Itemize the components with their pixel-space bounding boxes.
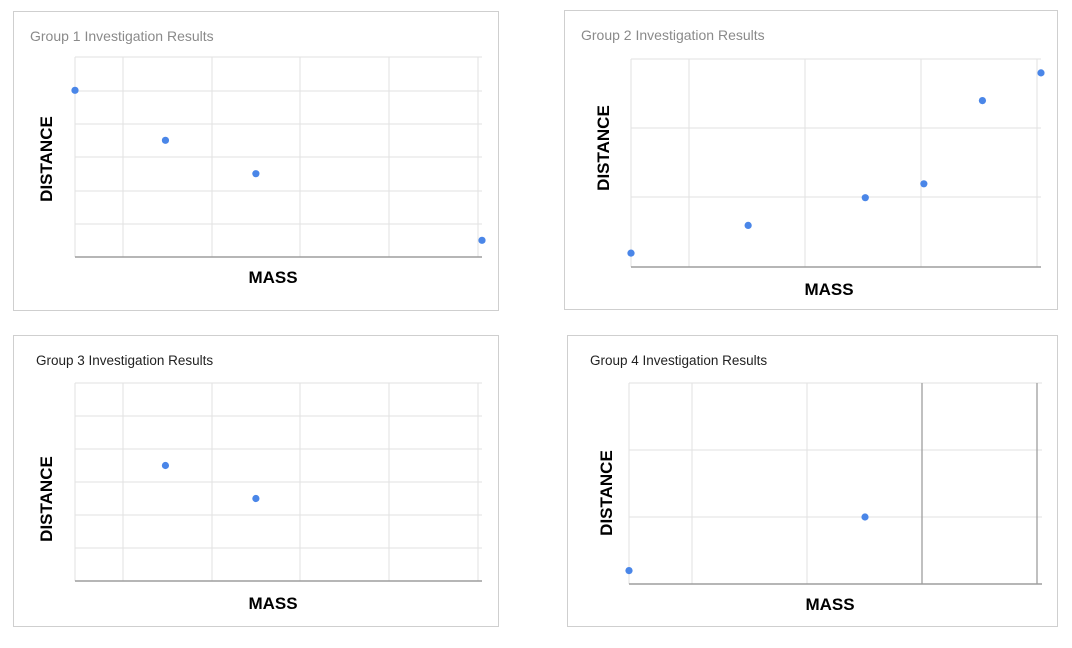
chart-title: Group 4 Investigation Results: [590, 353, 768, 368]
data-point: [161, 136, 170, 144]
data-point: [861, 513, 869, 521]
data-point: [478, 236, 486, 244]
y-axis-label: DISTANCE: [597, 450, 616, 536]
chart-group-3: Group 3 Investigation Results MASS DISTAN…: [13, 335, 499, 627]
data-point: [252, 170, 260, 178]
chart-group-1: Group 1 Investigation Results MASS DISTAN…: [13, 11, 499, 311]
chart-plot-area: MASS DISTANCE: [594, 58, 1045, 299]
y-axis-label: DISTANCE: [37, 456, 56, 542]
y-axis-label: DISTANCE: [594, 105, 613, 191]
data-point: [252, 494, 260, 503]
chart-plot-area: MASS DISTANCE: [597, 382, 1042, 614]
chart-plot-area: MASS DISTANCE: [37, 382, 482, 613]
data-point: [920, 180, 928, 188]
data-point: [978, 97, 987, 105]
chart-group-4: Group 4 Investigation Results MASS DISTAN…: [567, 335, 1058, 627]
chart-group-2: Group 2 Investigation Results MASS DISTAN…: [564, 10, 1058, 310]
chart-title: Group 3 Investigation Results: [36, 353, 214, 368]
chart-title: Group 1 Investigation Results: [30, 28, 214, 44]
x-axis-label: MASS: [804, 280, 853, 299]
data-point: [744, 221, 752, 229]
y-axis-label: DISTANCE: [37, 116, 56, 202]
data-point: [627, 249, 635, 257]
data-point: [71, 86, 79, 94]
x-axis-label: MASS: [248, 268, 297, 287]
x-axis-label: MASS: [805, 595, 854, 614]
data-point: [161, 461, 170, 470]
data-point: [625, 567, 633, 575]
x-axis-label: MASS: [248, 594, 297, 613]
data-point: [1037, 69, 1045, 77]
data-point: [861, 194, 869, 202]
chart-plot-area: MASS DISTANCE: [37, 56, 486, 287]
chart-title: Group 2 Investigation Results: [581, 27, 765, 43]
